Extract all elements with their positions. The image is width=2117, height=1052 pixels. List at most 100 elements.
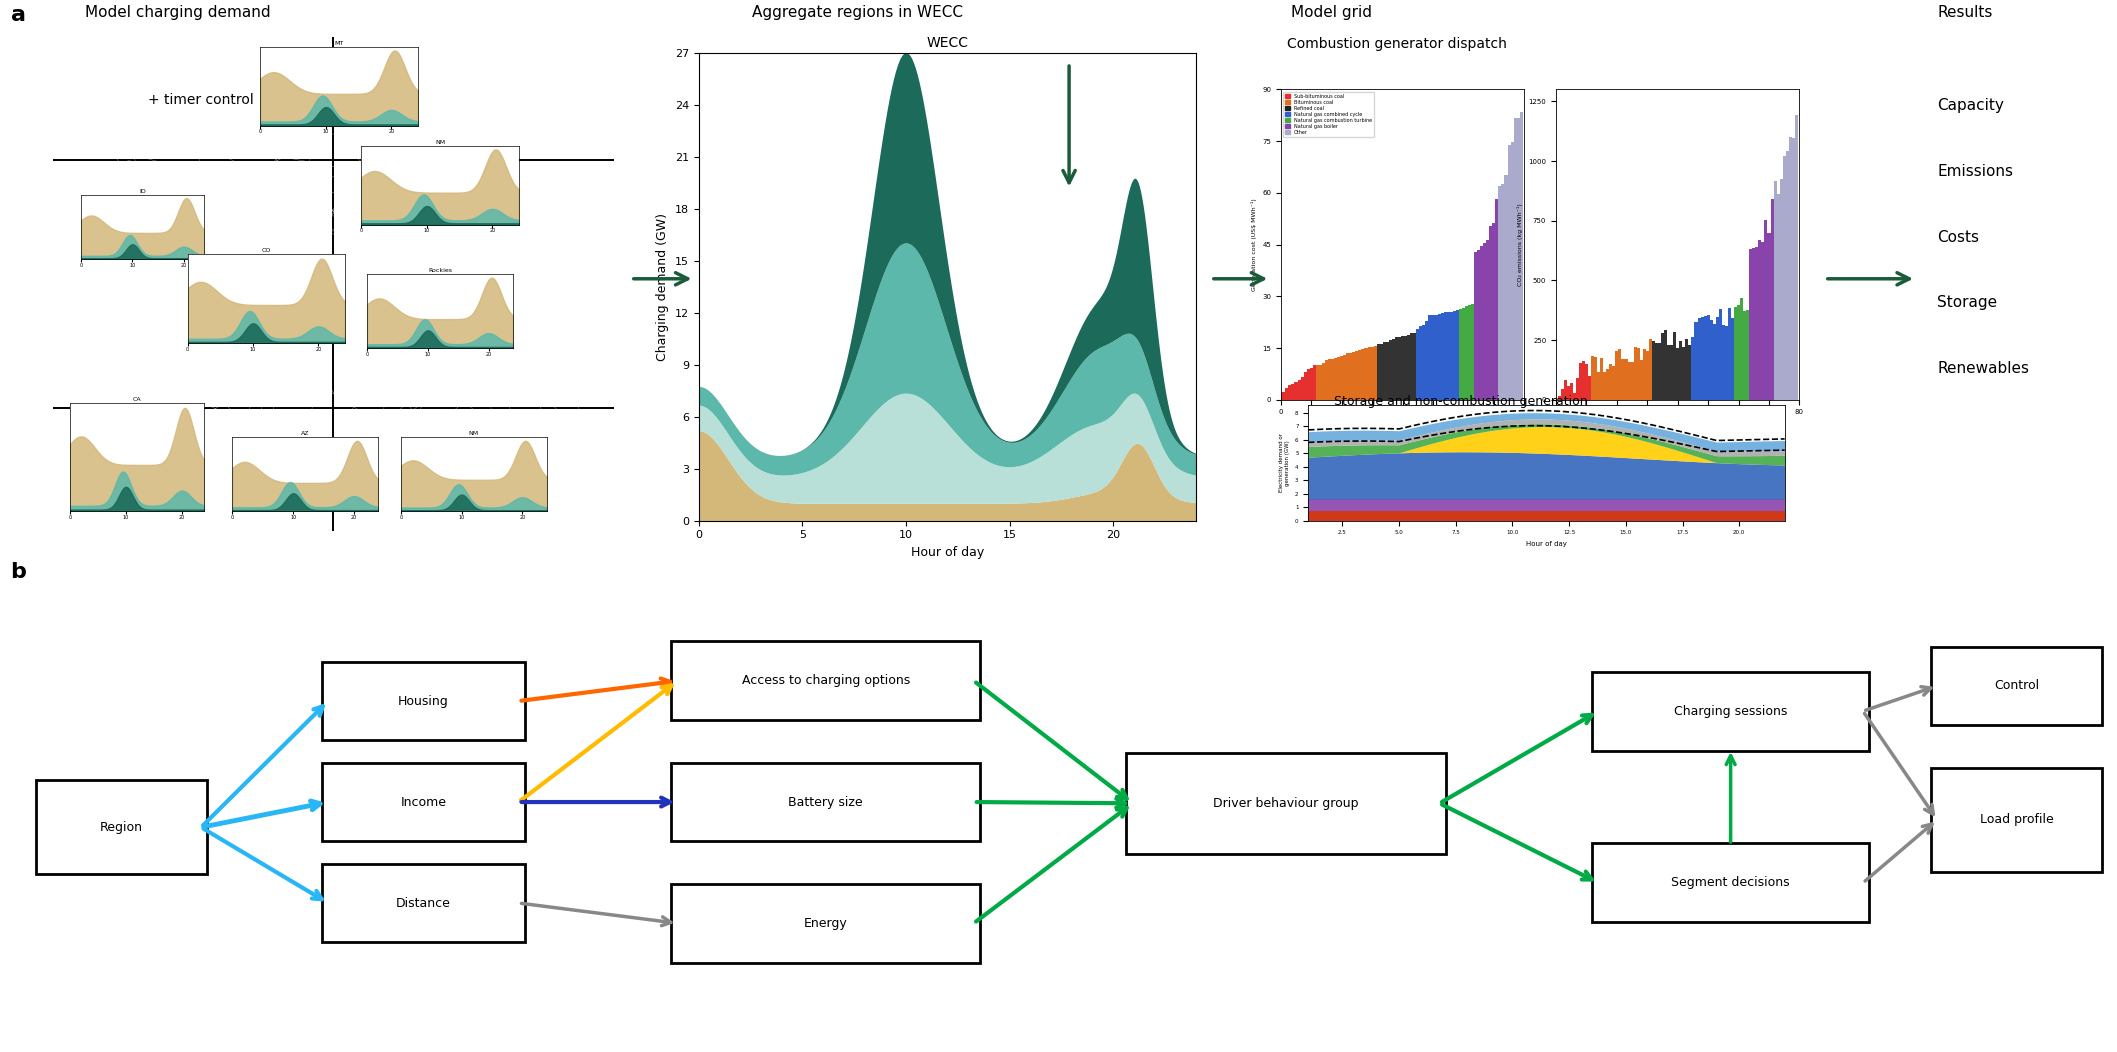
Bar (1747, 310, 1749, 400)
Bar (1734, 307, 1738, 400)
Bar (1649, 340, 1651, 400)
Bar (1768, 232, 1770, 400)
Bar (1607, 369, 1609, 400)
FancyBboxPatch shape (1931, 647, 2102, 725)
Bar (1776, 195, 1780, 400)
Bar (1456, 310, 1459, 400)
Bar (1334, 358, 1338, 400)
Bar (1452, 311, 1456, 400)
Bar (1368, 347, 1370, 400)
Bar (1459, 309, 1463, 400)
Bar (1304, 372, 1306, 400)
Bar (1579, 363, 1581, 400)
Title: CO: CO (260, 248, 271, 254)
Bar (1573, 392, 1575, 400)
Bar (1795, 115, 1797, 400)
Title: Rockies: Rockies (428, 268, 453, 274)
Bar (1581, 362, 1586, 400)
FancyBboxPatch shape (322, 763, 525, 842)
Bar (1704, 317, 1706, 400)
Bar (1670, 345, 1672, 400)
Bar (1698, 318, 1700, 400)
Bar (1478, 250, 1480, 400)
Bar (1586, 364, 1588, 400)
Text: Storage and non-combustion generation: Storage and non-combustion generation (1334, 394, 1588, 407)
Bar (1374, 346, 1376, 400)
Bar (1662, 332, 1664, 400)
Bar (1770, 199, 1774, 400)
Bar (1492, 223, 1495, 400)
Bar (1437, 313, 1440, 400)
X-axis label: Hour of day: Hour of day (1526, 541, 1567, 547)
Bar (1588, 376, 1592, 400)
Bar (1783, 156, 1787, 400)
Bar (1651, 341, 1655, 400)
Title: NM: NM (434, 140, 445, 144)
Text: Emissions: Emissions (1937, 164, 2013, 179)
Text: Load profile: Load profile (1979, 813, 2053, 826)
Text: Housing: Housing (398, 694, 449, 708)
Bar (1700, 317, 1704, 400)
Bar (1467, 305, 1471, 400)
Bar (1685, 340, 1689, 400)
Bar (1596, 372, 1600, 400)
Text: Model grid: Model grid (1291, 5, 1372, 20)
Text: Income: Income (400, 795, 447, 809)
Bar (1401, 336, 1404, 400)
Bar (1473, 252, 1478, 400)
Bar (1628, 362, 1630, 400)
Bar (1600, 358, 1603, 400)
Bar (1761, 242, 1763, 400)
Bar (1340, 356, 1342, 400)
Bar (1300, 377, 1304, 400)
Bar (1353, 351, 1355, 400)
Text: Control: Control (1994, 680, 2039, 692)
Bar (1683, 347, 1685, 400)
Title: CA: CA (133, 397, 142, 402)
Bar (1484, 243, 1486, 400)
Title: NM: NM (468, 431, 478, 437)
Y-axis label: Generation cost (US$ MWh⁻¹): Generation cost (US$ MWh⁻¹) (1251, 198, 1257, 291)
Bar (1499, 185, 1501, 400)
Bar (1471, 304, 1473, 400)
Bar (1567, 386, 1569, 400)
Bar (1423, 325, 1425, 400)
Bar (1719, 309, 1721, 400)
Bar (1643, 349, 1645, 400)
Bar (1435, 315, 1437, 400)
Legend: Sub-bituminous coal, Bituminous coal, Refined coal, Natural gas combined cycle, : Sub-bituminous coal, Bituminous coal, Re… (1283, 92, 1374, 137)
Bar (1310, 368, 1313, 400)
Bar (1721, 325, 1725, 400)
Bar (1617, 349, 1622, 400)
Bar (1349, 353, 1353, 400)
Text: Battery size: Battery size (788, 795, 864, 809)
Bar (1763, 221, 1768, 400)
Text: Aggregate regions in WECC: Aggregate regions in WECC (752, 5, 963, 20)
Bar (1740, 299, 1742, 400)
Bar (1727, 308, 1732, 400)
Bar (1450, 311, 1452, 400)
FancyBboxPatch shape (36, 781, 207, 874)
Bar (1609, 364, 1613, 400)
FancyBboxPatch shape (671, 884, 980, 963)
Bar (1444, 312, 1446, 400)
Bar (1408, 335, 1410, 400)
Bar (1679, 341, 1683, 400)
Bar (1446, 311, 1450, 400)
Text: a: a (11, 5, 25, 25)
Bar (1414, 332, 1416, 400)
Bar (1624, 359, 1628, 400)
Bar (1410, 332, 1414, 400)
Bar (1359, 350, 1361, 400)
Bar (1742, 310, 1747, 400)
Bar (1677, 348, 1679, 400)
FancyBboxPatch shape (671, 642, 980, 721)
Bar (1725, 326, 1727, 400)
X-axis label: Hour of day: Hour of day (910, 546, 984, 559)
Bar (1505, 175, 1507, 400)
Bar (1319, 365, 1321, 400)
Text: + workplace control: + workplace control (1048, 55, 1188, 68)
Bar (1425, 321, 1429, 400)
Bar (1658, 343, 1662, 400)
Bar (1755, 247, 1759, 400)
